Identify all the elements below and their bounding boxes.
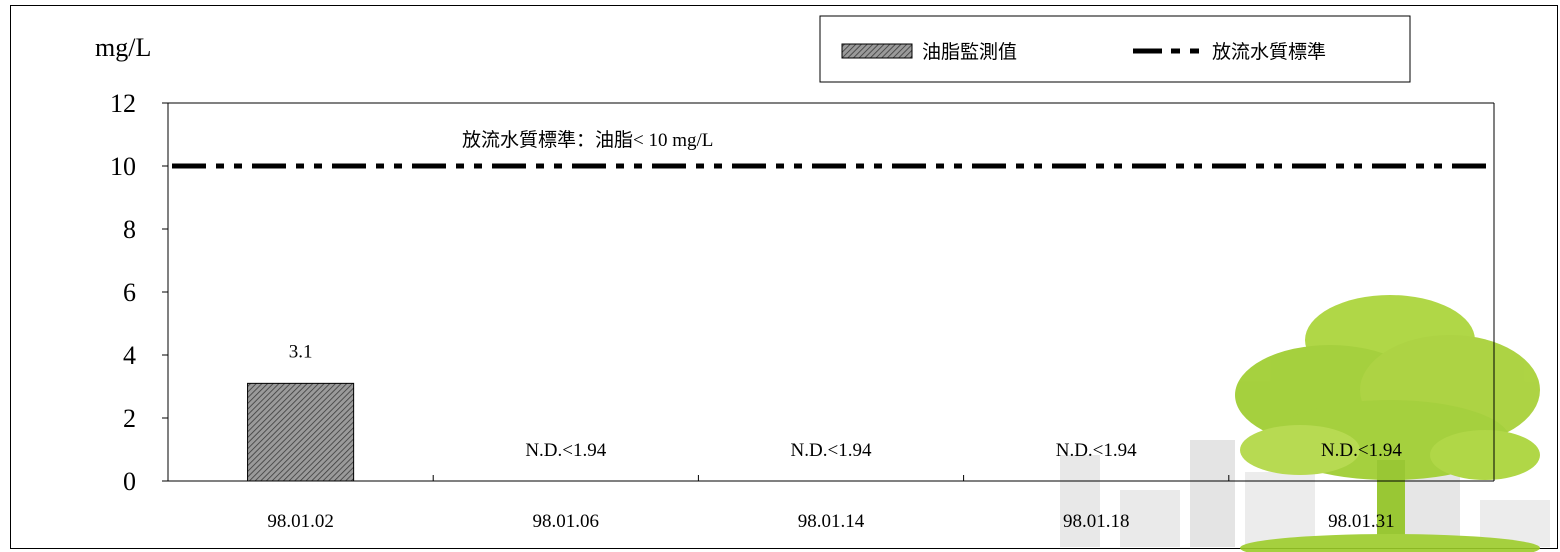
data-label: N.D.<1.94 bbox=[525, 440, 606, 461]
y-tick-label: 10 bbox=[110, 152, 136, 181]
data-label: N.D.<1.94 bbox=[791, 440, 872, 461]
y-tick-label: 8 bbox=[123, 215, 136, 244]
y-unit-label: mg/L bbox=[95, 33, 151, 62]
y-tick-label: 12 bbox=[110, 89, 136, 118]
x-tick-label: 98.01.02 bbox=[267, 511, 334, 532]
x-tick-label: 98.01.18 bbox=[1063, 511, 1130, 532]
legend-bar-swatch bbox=[841, 43, 913, 59]
legend: 油脂監測值 放流水質標準 bbox=[819, 15, 1411, 83]
bar bbox=[247, 382, 355, 482]
x-tick-label: 98.01.06 bbox=[533, 511, 600, 532]
data-label: N.D.<1.94 bbox=[1056, 440, 1137, 461]
y-tick-label: 0 bbox=[123, 467, 136, 496]
standard-annotation: 放流水質標準：油脂< 10 mg/L bbox=[462, 129, 713, 151]
data-label: 3.1 bbox=[289, 341, 313, 362]
data-label: N.D.<1.94 bbox=[1321, 440, 1402, 461]
legend-bar-label: 油脂監測值 bbox=[922, 41, 1017, 63]
y-tick-label: 6 bbox=[123, 278, 136, 307]
y-tick-label: 4 bbox=[123, 341, 136, 370]
plot-area: 0 2 4 6 8 10 12 98.01.02 98.01.06 98.01.14 98.01.1… bbox=[110, 89, 1495, 532]
legend-line-label: 放流水質標準 bbox=[1212, 41, 1326, 63]
y-tick-label: 2 bbox=[123, 404, 136, 433]
x-tick-label: 98.01.14 bbox=[798, 511, 865, 532]
x-tick-label: 98.01.31 bbox=[1328, 511, 1395, 532]
background-tree-illustration bbox=[1060, 295, 1550, 552]
